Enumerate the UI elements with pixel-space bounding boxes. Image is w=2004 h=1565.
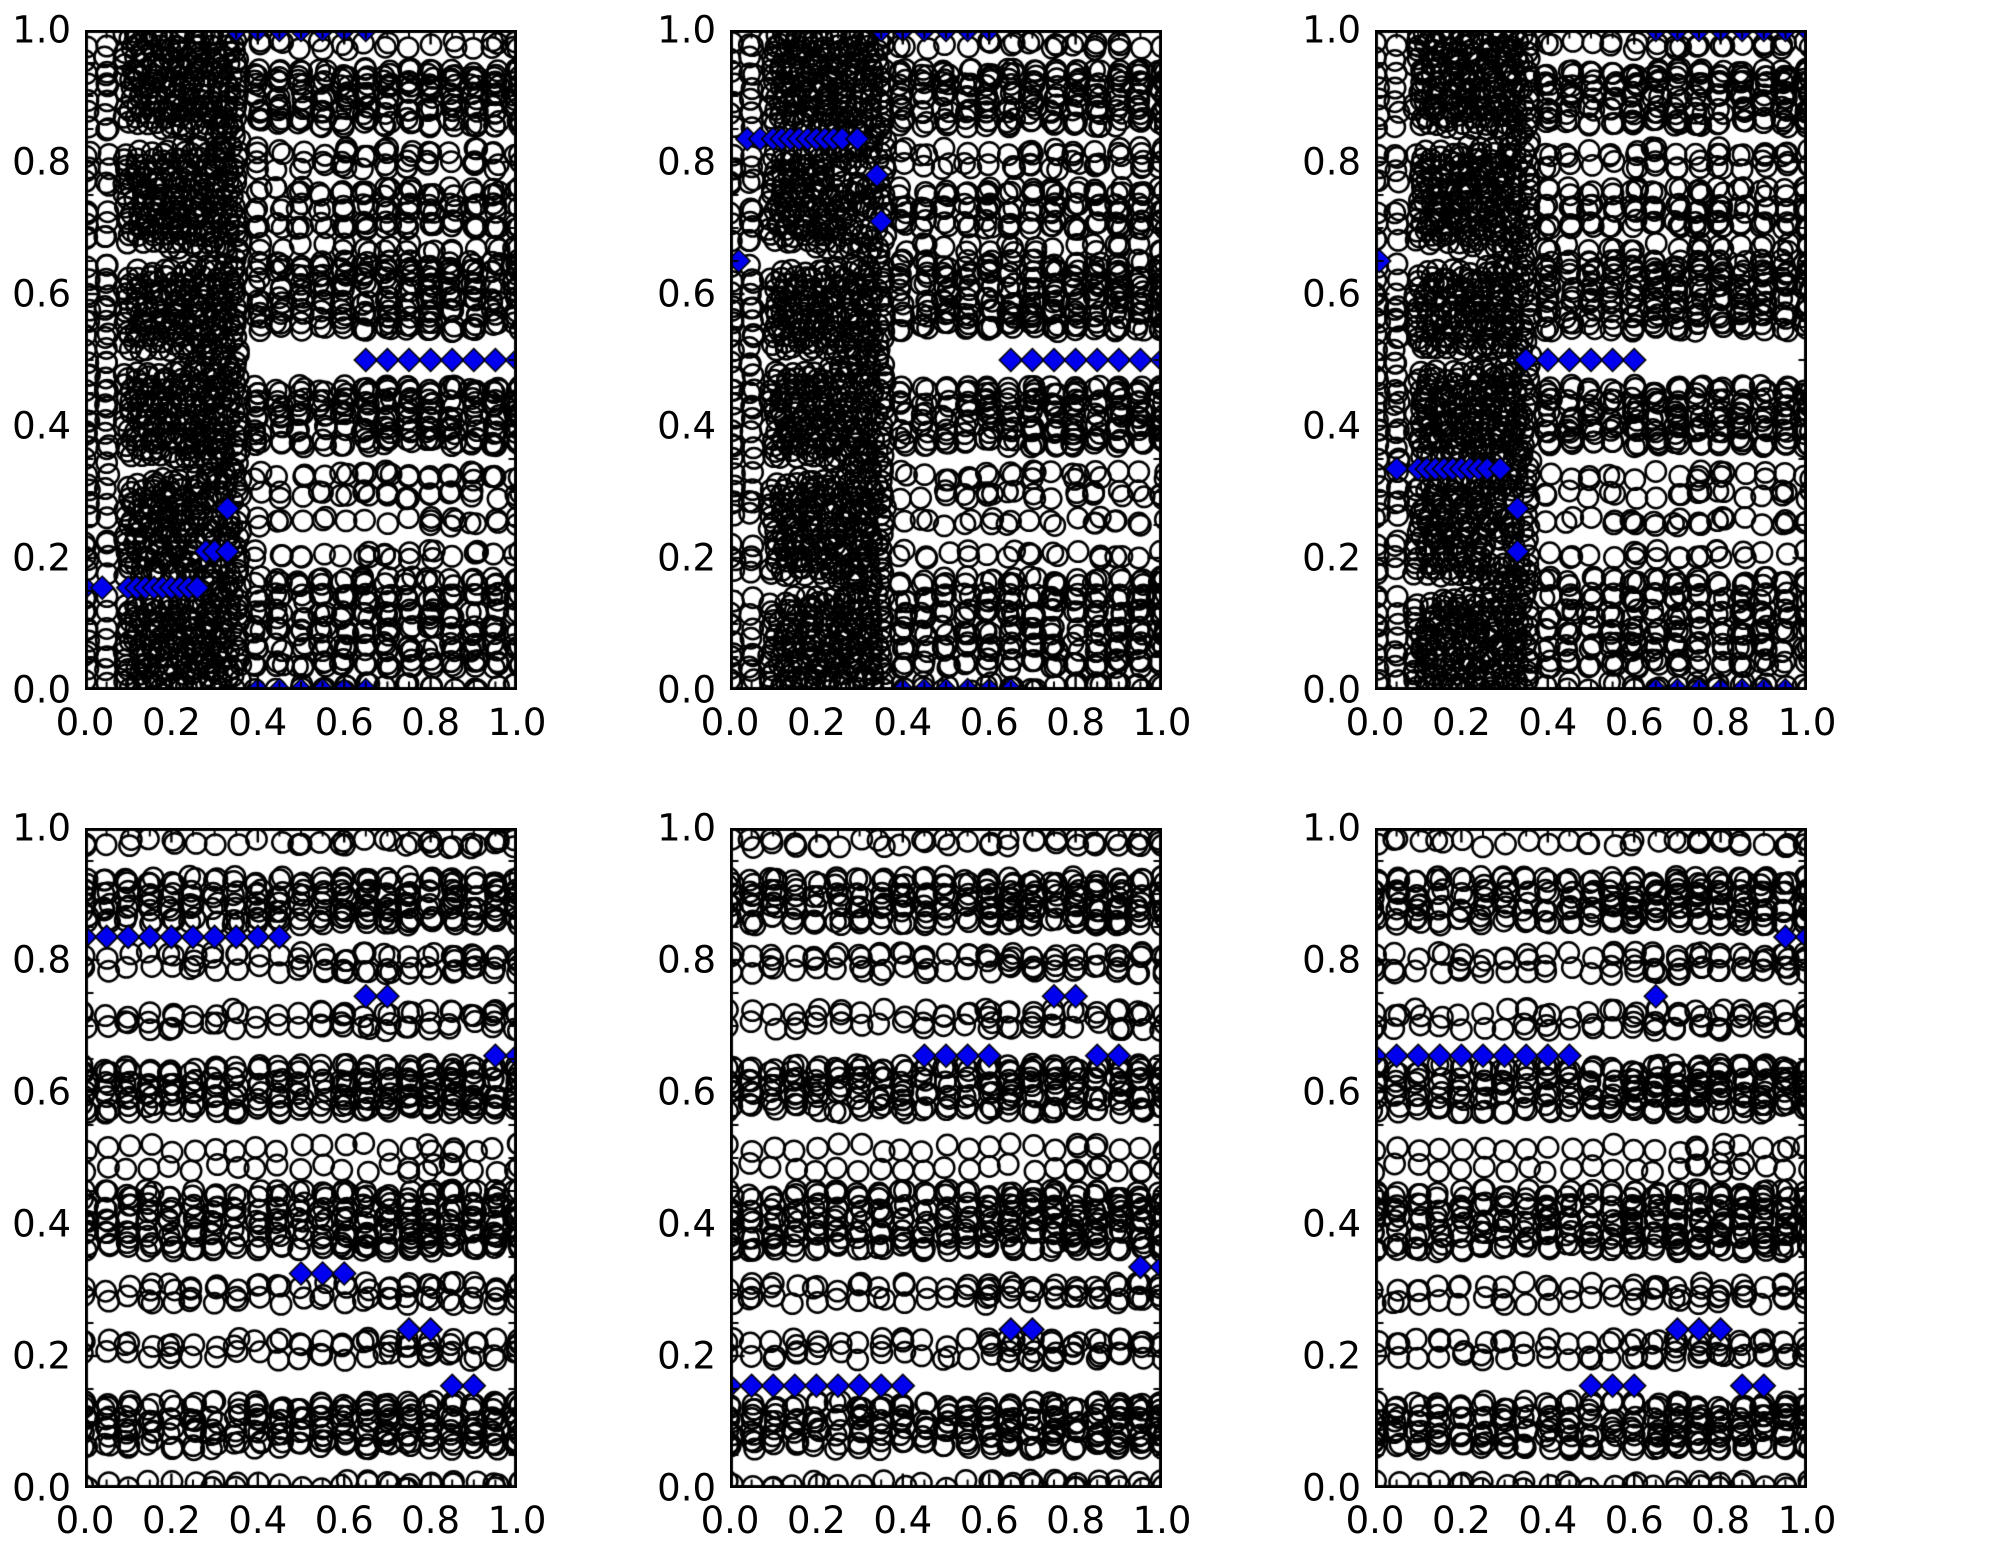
x-tick-label-row1-col0-0.6: 0.6 [314,1499,374,1542]
x-tick-label-row1-col0-1.0: 1.0 [487,1499,547,1542]
plot-area-row0-col2 [1375,30,1807,690]
y-tick-label-row0-col2-0.2: 0.2 [1302,536,1361,580]
subplot-row0-col2 [1375,30,1807,690]
subplot-row1-col1 [730,828,1162,1488]
y-tick-label-row0-col1-0.6: 0.6 [657,272,716,316]
y-tick-label-row0-col0-0.4: 0.4 [12,404,71,448]
x-tick-label-row1-col2-0.6: 0.6 [1604,1499,1664,1542]
y-tick-label-row1-col0-0.4: 0.4 [12,1202,71,1246]
subplot-row0-col0 [85,30,517,690]
x-tick-label-row0-col1-0.6: 0.6 [959,701,1019,744]
y-tick-label-row0-col0-1.0: 1.0 [12,8,71,52]
x-tick-label-row0-col2-0.2: 0.2 [1431,701,1491,744]
y-tick-label-row0-col0-0.6: 0.6 [12,272,71,316]
x-tick-label-row0-col1-0.4: 0.4 [873,701,933,744]
y-tick-label-row1-col0-0.6: 0.6 [12,1070,71,1114]
y-tick-label-row0-col1-0.4: 0.4 [657,404,716,448]
x-tick-label-row1-col2-1.0: 1.0 [1777,1499,1837,1542]
y-tick-label-row1-col2-0.0: 0.0 [1302,1466,1361,1510]
x-tick-label-row0-col2-0.8: 0.8 [1691,701,1751,744]
x-tick-label-row1-col2-0.8: 0.8 [1691,1499,1751,1542]
y-tick-label-row1-col2-0.2: 0.2 [1302,1334,1361,1378]
x-tick-label-row0-col2-0.0: 0.0 [1345,701,1405,744]
x-tick-label-row0-col1-0.8: 0.8 [1046,701,1106,744]
y-tick-label-row0-col0-0.0: 0.0 [12,668,71,712]
y-tick-label-row1-col2-0.6: 0.6 [1302,1070,1361,1114]
y-tick-label-row0-col1-0.2: 0.2 [657,536,716,580]
x-tick-label-row1-col2-0.4: 0.4 [1518,1499,1578,1542]
x-tick-label-row0-col0-0.6: 0.6 [314,701,374,744]
y-tick-label-row0-col0-0.8: 0.8 [12,140,71,184]
x-tick-label-row1-col0-0.0: 0.0 [55,1499,115,1542]
y-tick-label-row0-col2-0.4: 0.4 [1302,404,1361,448]
x-tick-label-row0-col1-0.2: 0.2 [786,701,846,744]
x-tick-label-row0-col0-0.2: 0.2 [141,701,201,744]
subplot-row1-col0 [85,828,517,1488]
y-tick-label-row1-col2-1.0: 1.0 [1302,806,1361,850]
subplot-row0-col1 [730,30,1162,690]
x-tick-label-row1-col1-0.8: 0.8 [1046,1499,1106,1542]
y-tick-label-row1-col1-1.0: 1.0 [657,806,716,850]
x-tick-label-row1-col1-0.4: 0.4 [873,1499,933,1542]
x-tick-label-row0-col0-0.0: 0.0 [55,701,115,744]
y-tick-label-row1-col0-0.8: 0.8 [12,938,71,982]
subplot-row1-col2 [1375,828,1807,1488]
x-tick-label-row1-col1-1.0: 1.0 [1132,1499,1192,1542]
x-tick-label-row0-col2-0.6: 0.6 [1604,701,1664,744]
plot-area-row0-col1 [730,30,1162,690]
x-tick-label-row0-col2-1.0: 1.0 [1777,701,1837,744]
plot-area-row1-col0 [85,828,517,1488]
y-tick-label-row1-col1-0.8: 0.8 [657,938,716,982]
y-tick-label-row1-col1-0.6: 0.6 [657,1070,716,1114]
y-tick-label-row1-col1-0.2: 0.2 [657,1334,716,1378]
y-tick-label-row0-col2-0.0: 0.0 [1302,668,1361,712]
x-tick-label-row1-col1-0.0: 0.0 [700,1499,760,1542]
y-tick-label-row0-col0-0.2: 0.2 [12,536,71,580]
x-tick-label-row0-col0-1.0: 1.0 [487,701,547,744]
y-tick-label-row1-col0-0.2: 0.2 [12,1334,71,1378]
y-tick-label-row0-col2-1.0: 1.0 [1302,8,1361,52]
y-tick-label-row1-col1-0.0: 0.0 [657,1466,716,1510]
x-tick-label-row1-col1-0.6: 0.6 [959,1499,1019,1542]
y-tick-label-row1-col0-0.0: 0.0 [12,1466,71,1510]
x-tick-label-row1-col0-0.2: 0.2 [141,1499,201,1542]
plot-area-row0-col0 [85,30,517,690]
plot-area-row1-col2 [1375,828,1807,1488]
y-tick-label-row1-col0-1.0: 1.0 [12,806,71,850]
y-tick-label-row0-col2-0.8: 0.8 [1302,140,1361,184]
x-tick-label-row1-col0-0.4: 0.4 [228,1499,288,1542]
x-tick-label-row0-col0-0.8: 0.8 [401,701,461,744]
x-tick-label-row0-col1-0.0: 0.0 [700,701,760,744]
x-tick-label-row1-col2-0.0: 0.0 [1345,1499,1405,1542]
x-tick-label-row0-col2-0.4: 0.4 [1518,701,1578,744]
x-tick-label-row1-col0-0.8: 0.8 [401,1499,461,1542]
x-tick-label-row0-col0-0.4: 0.4 [228,701,288,744]
y-tick-label-row1-col2-0.8: 0.8 [1302,938,1361,982]
x-tick-label-row1-col2-0.2: 0.2 [1431,1499,1491,1542]
y-tick-label-row1-col2-0.4: 0.4 [1302,1202,1361,1246]
y-tick-label-row1-col1-0.4: 0.4 [657,1202,716,1246]
y-tick-label-row0-col2-0.6: 0.6 [1302,272,1361,316]
x-tick-label-row1-col1-0.2: 0.2 [786,1499,846,1542]
y-tick-label-row0-col1-1.0: 1.0 [657,8,716,52]
y-tick-label-row0-col1-0.8: 0.8 [657,140,716,184]
y-tick-label-row0-col1-0.0: 0.0 [657,668,716,712]
x-tick-label-row0-col1-1.0: 1.0 [1132,701,1192,744]
plot-area-row1-col1 [730,828,1162,1488]
